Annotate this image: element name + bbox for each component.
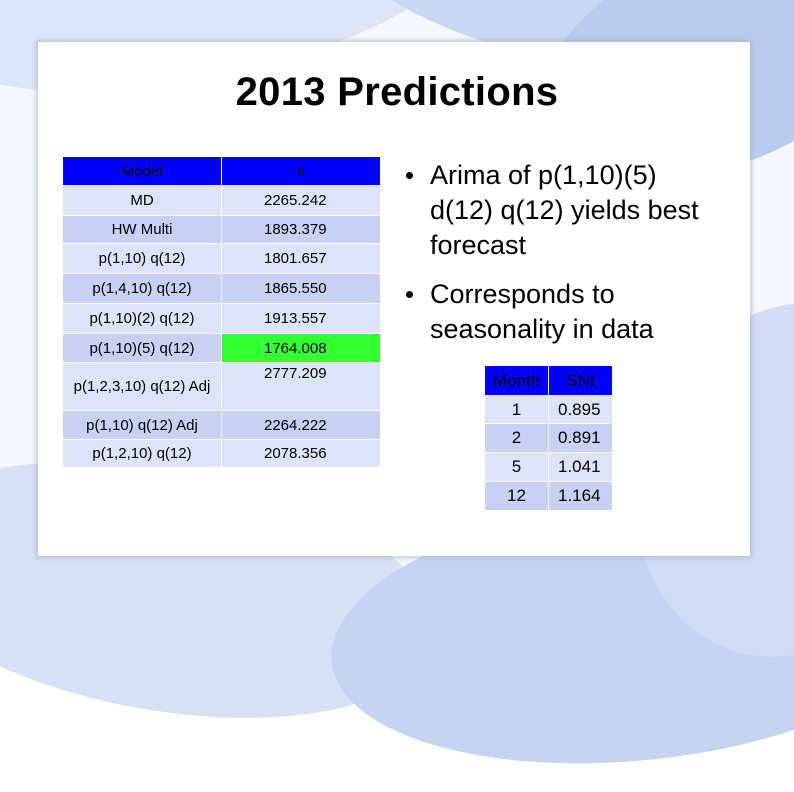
table-row: p(1,2,3,10) q(12) Adj 2777.209 — [62, 362, 381, 411]
s-cell-highlighted: 1764.008 — [221, 333, 381, 363]
s-cell: 1865.550 — [221, 273, 381, 304]
table-header-row: Model s — [62, 156, 381, 186]
table-row: p(1,10) q(12) 1801.657 — [62, 243, 381, 274]
header-s: s — [221, 156, 381, 186]
table-row: 12 1.164 — [484, 481, 613, 511]
bullet-text: Corresponds to seasonality in data — [430, 279, 654, 344]
bullet-item: Arima of p(1,10)(5) d(12) q(12) yields b… — [406, 158, 720, 263]
bullet-list: Arima of p(1,10)(5) d(12) q(12) yields b… — [406, 158, 720, 361]
s-cell: 1801.657 — [221, 243, 381, 274]
header-month: Month — [484, 365, 549, 396]
bullet-dot-icon — [406, 291, 413, 298]
table-row: p(1,4,10) q(12) 1865.550 — [62, 273, 381, 304]
header-snt: SNt — [548, 365, 613, 396]
table-header-row: Month SNt — [484, 365, 613, 396]
s-cell: 2265.242 — [221, 185, 381, 216]
snt-cell: 0.891 — [548, 423, 613, 453]
model-cell: MD — [62, 185, 222, 216]
s-cell: 1893.379 — [221, 215, 381, 244]
snt-cell: 1.164 — [548, 481, 613, 511]
s-cell: 1913.557 — [221, 303, 381, 334]
table-row: p(1,2,10) q(12) 2078.356 — [62, 439, 381, 468]
snt-cell: 1.041 — [548, 452, 613, 482]
month-cell: 12 — [484, 481, 549, 511]
month-cell: 1 — [484, 395, 549, 424]
s-cell: 2264.222 — [221, 410, 381, 440]
model-cell: p(1,10) q(12) Adj — [62, 410, 222, 440]
seasonality-table: Month SNt 1 0.895 2 0.891 5 1.041 12 1.1… — [484, 365, 613, 511]
slide-title: 2013 Predictions — [235, 70, 559, 114]
table-row: p(1,10)(2) q(12) 1913.557 — [62, 303, 381, 334]
s-cell: 2777.209 — [221, 362, 381, 411]
model-cell: p(1,2,3,10) q(12) Adj — [62, 362, 222, 411]
table-row: 5 1.041 — [484, 452, 613, 482]
model-cell: p(1,10)(5) q(12) — [62, 333, 222, 363]
bullet-dot-icon — [406, 172, 413, 179]
table-row: p(1,10) q(12) Adj 2264.222 — [62, 410, 381, 440]
table-row: MD 2265.242 — [62, 185, 381, 216]
table-row-best: p(1,10)(5) q(12) 1764.008 — [62, 333, 381, 363]
model-cell: p(1,2,10) q(12) — [62, 439, 222, 468]
model-table: Model s MD 2265.242 HW Multi 1893.379 p(… — [62, 156, 381, 468]
table-row: 1 0.895 — [484, 395, 613, 424]
model-cell: p(1,10) q(12) — [62, 243, 222, 274]
model-cell: p(1,4,10) q(12) — [62, 273, 222, 304]
table-row: HW Multi 1893.379 — [62, 215, 381, 244]
s-cell: 2078.356 — [221, 439, 381, 468]
model-cell: HW Multi — [62, 215, 222, 244]
bullet-text: Arima of p(1,10)(5) d(12) q(12) yields b… — [430, 160, 699, 260]
model-cell: p(1,10)(2) q(12) — [62, 303, 222, 334]
month-cell: 5 — [484, 452, 549, 482]
snt-cell: 0.895 — [548, 395, 613, 424]
header-model: Model — [62, 156, 222, 186]
table-row: 2 0.891 — [484, 423, 613, 453]
bullet-item: Corresponds to seasonality in data — [406, 277, 720, 347]
month-cell: 2 — [484, 423, 549, 453]
